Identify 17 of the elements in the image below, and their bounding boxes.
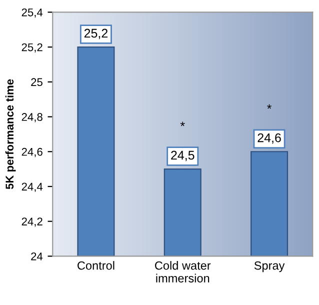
data-label: 24,6	[258, 133, 281, 144]
y-tick-label: 24,8	[22, 113, 42, 122]
annotation: *	[267, 104, 272, 109]
y-tick-label: 24,4	[22, 182, 43, 192]
x-tick-label: Control	[78, 261, 114, 270]
y-tick-label: 25,2	[22, 43, 42, 53]
y-tick-label: 25	[31, 78, 42, 86]
x-tick-label: Cold water immersion	[155, 261, 211, 282]
y-axis-title: 5K performance time	[5, 79, 16, 190]
y-tick-label: 24,6	[22, 148, 42, 158]
data-label: 25,2	[84, 28, 108, 40]
y-tick-label: 24	[31, 252, 43, 260]
data-label: 24,5	[171, 150, 194, 162]
x-tick-label: Spray	[254, 261, 285, 272]
annotation: *	[180, 122, 185, 126]
y-tick-label: 25,4	[22, 8, 43, 18]
y-tick-label: 24,2	[22, 218, 42, 227]
